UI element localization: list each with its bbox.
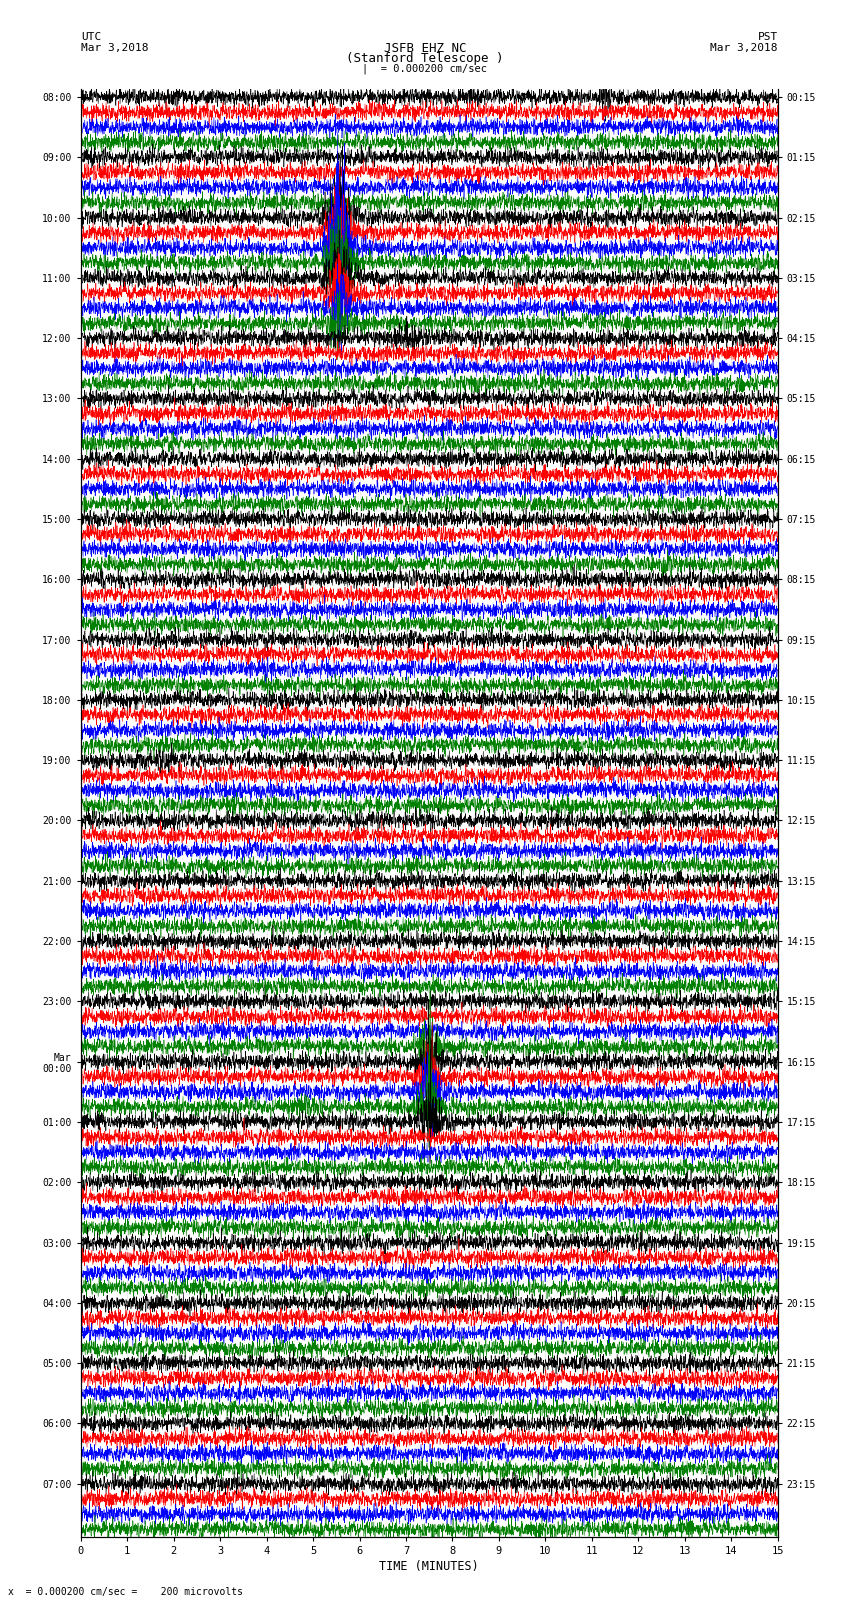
Text: PST: PST [757, 32, 778, 42]
Text: JSFB EHZ NC: JSFB EHZ NC [383, 42, 467, 55]
Text: x  = 0.000200 cm/sec =    200 microvolts: x = 0.000200 cm/sec = 200 microvolts [8, 1587, 243, 1597]
Text: Mar 3,2018: Mar 3,2018 [711, 44, 778, 53]
Text: Mar 3,2018: Mar 3,2018 [81, 44, 148, 53]
Text: UTC: UTC [81, 32, 101, 42]
X-axis label: TIME (MINUTES): TIME (MINUTES) [379, 1560, 479, 1573]
Text: |  = 0.000200 cm/sec: | = 0.000200 cm/sec [362, 63, 488, 74]
Text: (Stanford Telescope ): (Stanford Telescope ) [346, 52, 504, 65]
